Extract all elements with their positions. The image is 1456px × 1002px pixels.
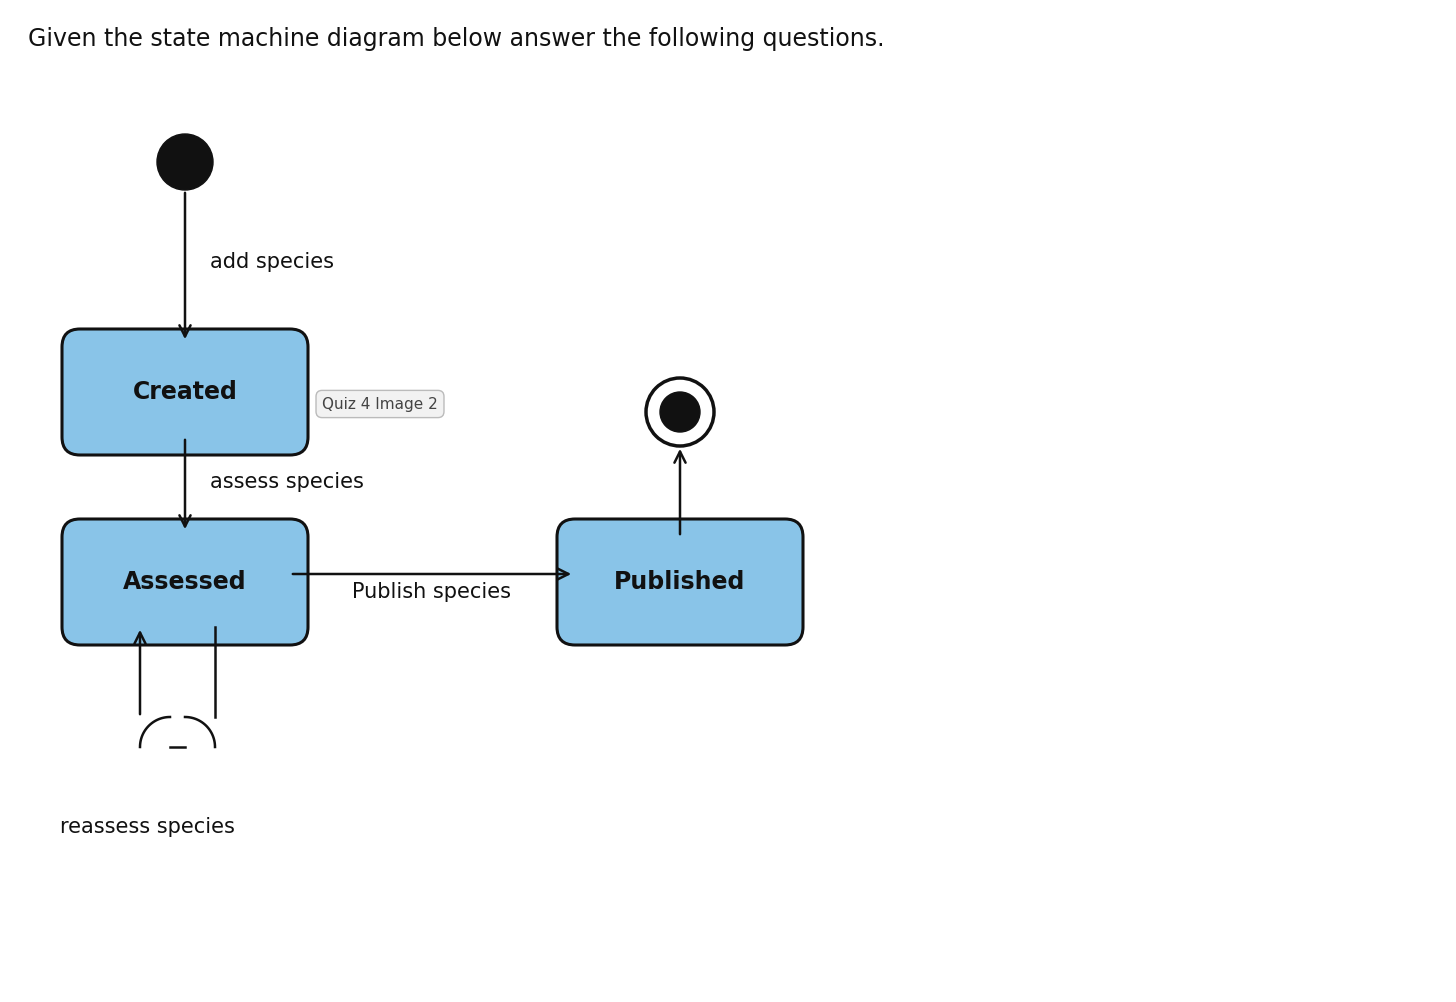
Text: Created: Created (132, 380, 237, 404)
FancyBboxPatch shape (558, 519, 804, 645)
Text: Publish species: Publish species (352, 582, 511, 602)
Text: add species: add species (210, 252, 333, 272)
Text: Given the state machine diagram below answer the following questions.: Given the state machine diagram below an… (28, 27, 884, 51)
Circle shape (660, 392, 700, 432)
Text: Assessed: Assessed (124, 570, 248, 594)
Text: reassess species: reassess species (60, 817, 234, 837)
Circle shape (157, 134, 213, 190)
FancyBboxPatch shape (63, 519, 309, 645)
Text: Quiz 4 Image 2: Quiz 4 Image 2 (322, 397, 438, 412)
Text: assess species: assess species (210, 472, 364, 492)
Text: Published: Published (614, 570, 745, 594)
FancyBboxPatch shape (63, 329, 309, 455)
